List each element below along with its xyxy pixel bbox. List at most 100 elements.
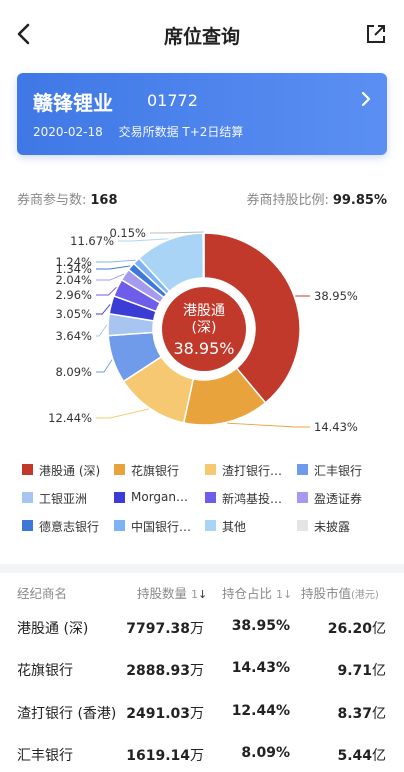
legend-item[interactable]: Morgan…	[114, 490, 206, 506]
stock-card[interactable]: 赣锋锂业 01772 2020-02-18 交易所数据 T+2日结算	[17, 73, 387, 155]
table-row[interactable]: 汇丰银行 1619.14万 8.09% 5.44亿	[0, 745, 404, 772]
slice-label: 12.44%	[48, 411, 92, 425]
row-shares: 1619.14万	[126, 748, 204, 764]
slice-label: 8.09%	[55, 365, 92, 379]
callout-line	[118, 238, 169, 242]
slice-label: 11.67%	[70, 234, 114, 248]
legend-item[interactable]: 未披露	[297, 518, 389, 534]
row-ratio: 14.43%	[231, 660, 290, 676]
row-broker-name: 渣打银行 (香港)	[17, 706, 117, 722]
slice-label: 3.05%	[55, 307, 92, 321]
legend-swatch	[114, 492, 125, 503]
broker-count: 券商参与数: 168	[17, 189, 118, 208]
center-highlight	[162, 287, 246, 371]
legend-swatch	[114, 464, 125, 475]
legend-swatch	[205, 464, 216, 475]
back-arrow-icon[interactable]	[14, 22, 34, 46]
callout-line	[96, 273, 125, 281]
donut-slice[interactable]	[202, 232, 205, 279]
row-value: 26.20亿	[327, 621, 386, 637]
page-title: 席位查询	[163, 26, 240, 48]
donut-slice[interactable]	[203, 232, 301, 404]
row-ratio: 38.95%	[231, 618, 290, 634]
table-row[interactable]: 港股通 (深) 7797.38万 38.95% 26.20亿	[0, 618, 404, 662]
sort-icon: 1↓	[276, 588, 293, 601]
legend-swatch	[205, 492, 216, 503]
legend-item[interactable]: 港股通 (深)	[22, 462, 114, 478]
legend-swatch	[114, 520, 125, 531]
row-value: 5.44亿	[337, 748, 386, 764]
legend-label: 德意志银行	[39, 520, 100, 534]
legend-item[interactable]: 中国银行…	[114, 518, 206, 534]
row-shares: 7797.38万	[126, 621, 204, 637]
share-icon[interactable]	[364, 22, 388, 46]
callout-line	[96, 259, 136, 263]
col-ratio-label: 持仓占比	[222, 586, 273, 601]
callout-line	[96, 286, 117, 296]
legend-label: 新鸿基投…	[222, 492, 283, 506]
stock-date: 2020-02-18	[33, 125, 103, 139]
slice-label: 2.96%	[55, 288, 92, 302]
legend-label: 花旗银行	[131, 464, 180, 478]
legend-item[interactable]: 其他	[205, 518, 297, 534]
center-value: 38.95%	[173, 339, 234, 358]
legend-item[interactable]: 盈透证券	[297, 490, 389, 506]
chevron-right-icon	[361, 91, 371, 107]
callout-line	[96, 408, 150, 419]
stock-code: 01772	[147, 91, 198, 110]
row-ratio: 8.09%	[241, 745, 290, 761]
row-broker-name: 汇丰银行	[17, 748, 73, 764]
col-shares[interactable]: 持股数量 1↓	[137, 583, 207, 602]
legend-label: Morgan…	[131, 490, 188, 504]
legend-swatch	[297, 464, 308, 475]
legend-swatch	[22, 464, 33, 475]
stats-row: 券商参与数: 168 券商持股比例: 99.85%	[17, 189, 387, 208]
col-value[interactable]: 持股市值(港元)	[301, 583, 379, 602]
center-label: (深)	[192, 320, 217, 336]
broker-ratio: 券商持股比例: 99.85%	[246, 189, 387, 208]
legend-item[interactable]: 工银亚洲	[22, 490, 114, 506]
stock-settlement-note: 交易所数据 T+2日结算	[118, 125, 244, 139]
legend-label: 渣打银行…	[222, 464, 283, 478]
legend-item[interactable]: 德意志银行	[22, 518, 114, 534]
legend-label: 港股通 (深)	[39, 464, 101, 478]
legend-label: 汇丰银行	[314, 464, 363, 478]
row-shares: 2491.03万	[126, 706, 204, 722]
holding-donut-chart[interactable]: 港股通(深) 38.95% 38.95% 14.43% 12.44% 8.09% 3.64%…	[0, 222, 404, 434]
legend-item[interactable]: 新鸿基投…	[205, 490, 297, 506]
row-broker-name: 港股通 (深)	[17, 621, 89, 637]
table-row[interactable]: 渣打银行 (香港) 2491.03万 12.44% 8.37亿	[0, 703, 404, 747]
col-value-unit: (港元)	[351, 590, 379, 601]
broker-ratio-value: 99.85%	[332, 193, 387, 208]
slice-label: 3.64%	[55, 329, 92, 343]
table-header: 经纪商名 持股数量 1↓ 持仓占比 1↓ 持股市值(港元)	[0, 583, 404, 601]
legend-item[interactable]: 花旗银行	[114, 462, 206, 478]
center-label: 港股通	[183, 303, 225, 319]
legend-swatch	[22, 492, 33, 503]
table-row[interactable]: 花旗银行 2888.93万 14.43% 9.71亿	[0, 660, 404, 704]
broker-count-label: 券商参与数:	[17, 193, 87, 208]
slice-label: 0.15%	[109, 226, 146, 240]
sort-icon: 1↓	[191, 588, 208, 601]
col-broker: 经纪商名	[17, 586, 68, 601]
legend-label: 工银亚洲	[39, 492, 88, 506]
col-ratio[interactable]: 持仓占比 1↓	[222, 583, 292, 602]
row-ratio: 12.44%	[231, 703, 290, 719]
slice-label: 38.95%	[314, 289, 358, 303]
slice-label: 1.24%	[55, 255, 92, 269]
callout-line	[150, 231, 204, 234]
callout-line	[96, 304, 111, 315]
slice-label: 1.34%	[55, 262, 92, 276]
legend-item[interactable]: 渣打银行…	[205, 462, 297, 478]
broker-count-value: 168	[90, 193, 118, 208]
section-divider	[0, 564, 404, 573]
legend-label: 中国银行…	[131, 520, 192, 534]
row-value: 8.37亿	[337, 706, 386, 722]
stock-name: 赣锋锂业	[33, 91, 113, 115]
legend-swatch	[297, 492, 308, 503]
callout-line	[96, 265, 131, 270]
legend-item[interactable]: 汇丰银行	[297, 462, 389, 478]
legend-label: 未披露	[314, 520, 351, 534]
stock-subline: 2020-02-18 交易所数据 T+2日结算	[33, 123, 255, 140]
slice-label: 14.43%	[314, 420, 358, 434]
